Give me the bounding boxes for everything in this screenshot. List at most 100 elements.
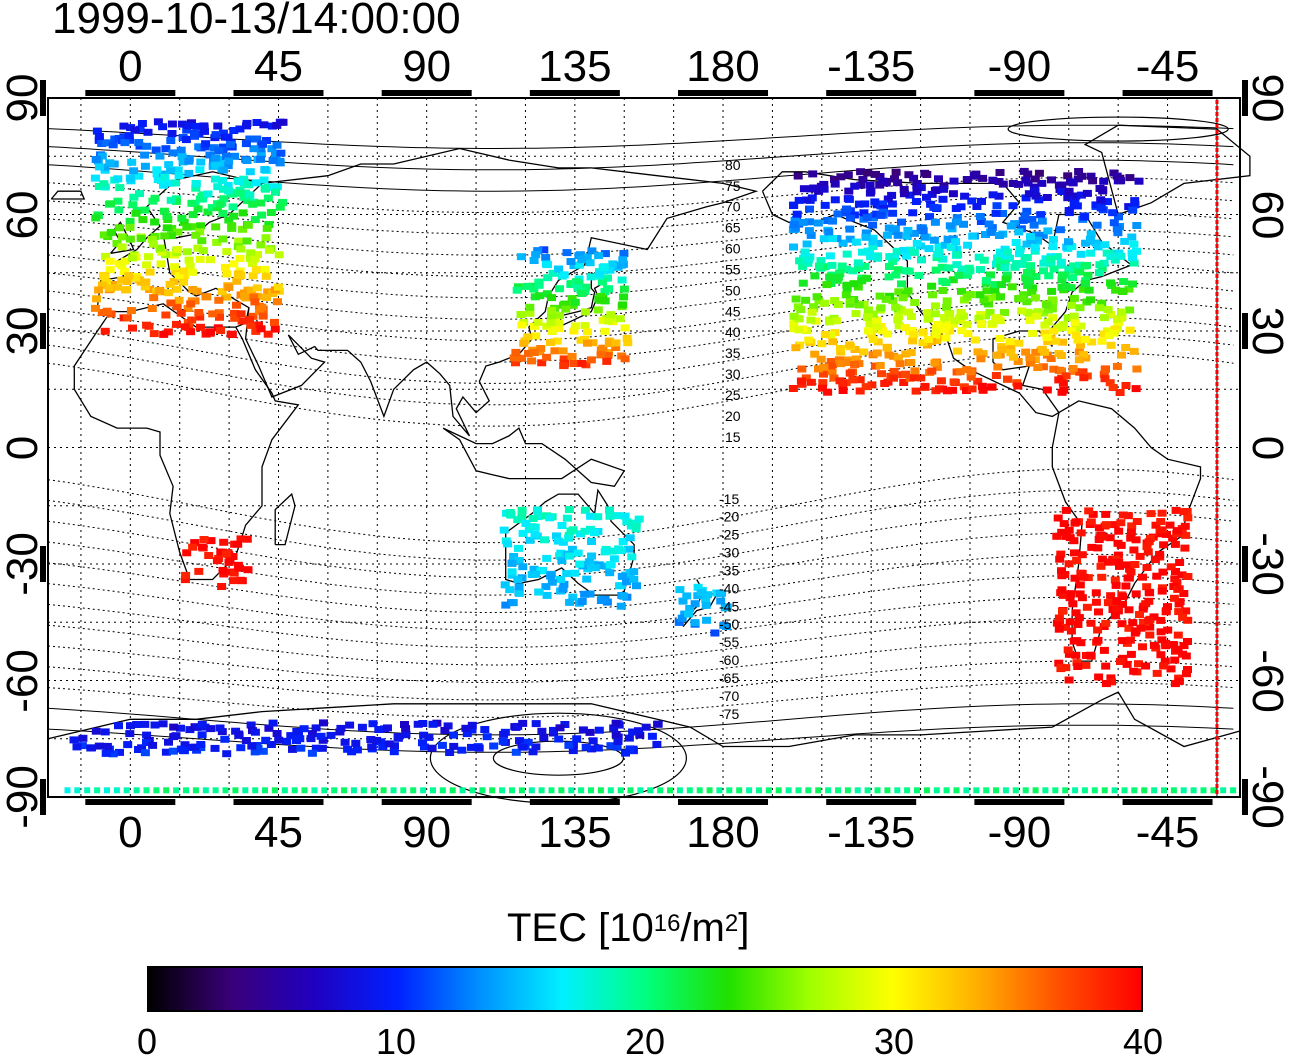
tec-cell [927,282,937,290]
tec-cell [891,271,901,279]
tec-cell [529,349,539,356]
tec-cell [517,354,527,362]
tec-cell [525,303,535,311]
tec-cell [90,174,100,182]
tec-cell [806,231,816,239]
tec-region-australia [499,506,644,610]
geomagnetic-contour [47,596,1234,648]
tec-cell [528,787,535,794]
tec-cell [142,739,151,746]
tec-cell [239,179,249,187]
tec-cell [1030,244,1040,252]
tec-cell [234,237,244,245]
tec-cell [613,737,623,745]
tec-cell [991,209,1001,217]
tec-cell [529,285,539,293]
left-tick-label: 30 [0,306,47,356]
tec-cell [1017,307,1027,315]
tec-cell [383,724,392,732]
tec-cell [1039,309,1048,317]
tec-cell [251,266,261,274]
tec-cell [1073,175,1083,183]
tec-cell [1124,285,1134,293]
bottom-tick-label: 135 [538,808,612,857]
tec-cell [184,122,194,130]
tec-cell [1033,364,1043,371]
tec-cell [1063,172,1073,180]
tec-cell [564,534,574,542]
tec-cell [195,195,205,203]
tec-cell [629,568,639,576]
tec-cell [800,248,810,256]
tec-cell [72,743,82,751]
tec-cell [1128,619,1138,627]
tec-cell [1080,262,1090,270]
tec-cell [580,590,590,598]
tec-cell [882,344,892,352]
tec-cell [1142,543,1152,551]
tec-cell [222,293,232,301]
tec-cell [218,166,228,174]
tec-cell [202,787,209,794]
tec-cell [891,168,901,176]
tec-cell [923,787,930,794]
tec-cell [1070,574,1080,582]
tec-cell [833,273,843,281]
tec-cell [511,359,520,367]
tec-cell [317,744,327,752]
tec-cell [1094,304,1104,312]
tec-cell [124,132,134,140]
tec-cell [218,177,227,184]
tec-cell [1020,254,1030,262]
tec-cell [1069,262,1078,270]
tec-cell [945,222,955,230]
tec-cell [1116,541,1126,549]
tec-cell [955,368,965,376]
tec-cell [924,336,934,343]
tec-cell [262,137,271,144]
tec-cell [1082,189,1092,197]
tec-cell [627,519,637,527]
tec-cell [536,567,546,575]
tec-cell [841,291,851,299]
tec-cell [1130,201,1140,209]
tec-cell [943,235,953,243]
tec-cell [1076,341,1085,349]
tec-cell [261,234,271,242]
tec-cell [1123,512,1133,520]
tec-cell [270,318,279,326]
tec-cell [1111,286,1121,294]
tec-cell [578,726,588,734]
tec-cell [1121,344,1131,351]
tec-cell [546,572,556,580]
tec-cell [963,267,973,275]
tec-cell [176,146,186,154]
tec-cell [117,262,127,269]
tec-cell [227,224,237,232]
tec-cell [214,147,224,155]
tec-cell [918,339,928,347]
tec-cell [258,747,268,755]
tec-cell [250,728,260,736]
tec-cell [835,787,841,794]
tec-cell [1028,329,1038,337]
top-tick-label: 180 [686,42,760,91]
tec-cell [97,152,107,160]
tec-cell [629,575,639,583]
tec-cell [866,253,876,261]
tec-cell [190,743,200,751]
tec-cell [838,239,848,247]
tec-cell [547,328,557,335]
tec-cell [1101,619,1111,627]
tec-cell [271,787,278,794]
right-tick-bar [1242,80,1248,116]
tec-cell [112,240,122,247]
tec-cell [861,233,871,241]
tec-cell [235,125,245,133]
tec-cell [613,512,623,520]
tec-cell [995,169,1005,176]
tec-cell [164,738,173,746]
tec-cell [250,216,260,224]
tec-cell [1101,787,1108,794]
tec-cell [604,285,614,293]
